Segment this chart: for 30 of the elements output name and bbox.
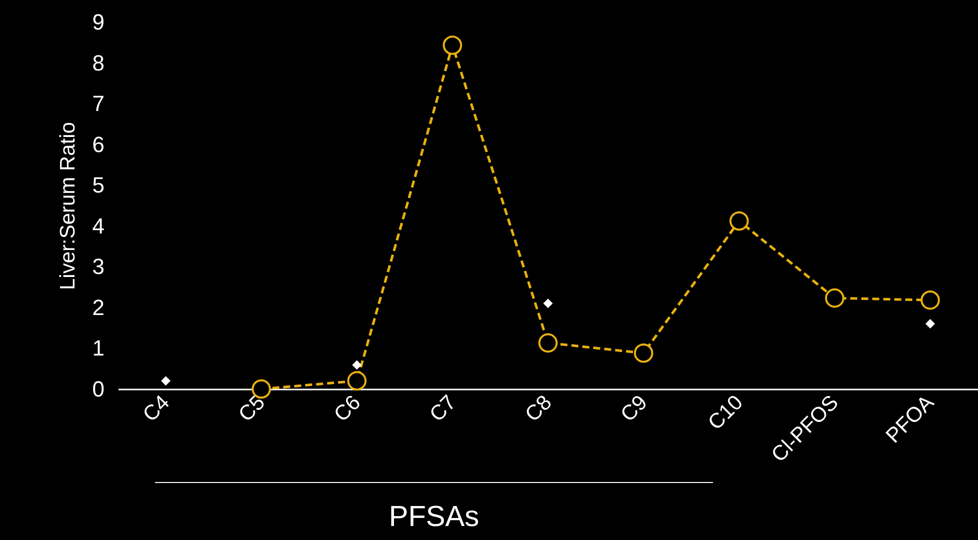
point bbox=[920, 290, 940, 310]
y-tick-label: 6 bbox=[92, 132, 104, 157]
y-tick-label: 2 bbox=[92, 294, 104, 320]
point bbox=[538, 333, 558, 353]
x-tick-label: C10 bbox=[704, 391, 748, 435]
point bbox=[352, 360, 362, 370]
y-tick-label: 3 bbox=[92, 254, 104, 280]
point bbox=[825, 288, 844, 308]
point bbox=[634, 343, 654, 363]
x-tick-label: C6 bbox=[330, 391, 366, 426]
y-tick-label: 0 bbox=[92, 376, 104, 402]
y-tick-label: 7 bbox=[92, 91, 104, 116]
x-tick-label: C7 bbox=[425, 391, 461, 426]
point bbox=[543, 298, 553, 308]
point bbox=[161, 376, 171, 386]
point bbox=[347, 371, 367, 390]
y-tick-label: 9 bbox=[92, 10, 104, 34]
point bbox=[925, 319, 935, 328]
x-tick-label: C5 bbox=[234, 391, 270, 426]
y-axis-title: Liver:Serum Ratio bbox=[56, 122, 80, 290]
x-tick-label: C8 bbox=[521, 391, 556, 426]
y-tick-label: 1 bbox=[92, 336, 104, 361]
text: PFSAs bbox=[388, 500, 480, 534]
y-tick-label: 5 bbox=[92, 172, 104, 198]
x-tick-label: C4 bbox=[138, 390, 174, 426]
y-tick-label: 8 bbox=[92, 50, 104, 76]
x-tick-label: C9 bbox=[616, 391, 652, 426]
point bbox=[729, 211, 749, 231]
point bbox=[442, 36, 462, 55]
y-tick-label: 4 bbox=[92, 213, 104, 238]
